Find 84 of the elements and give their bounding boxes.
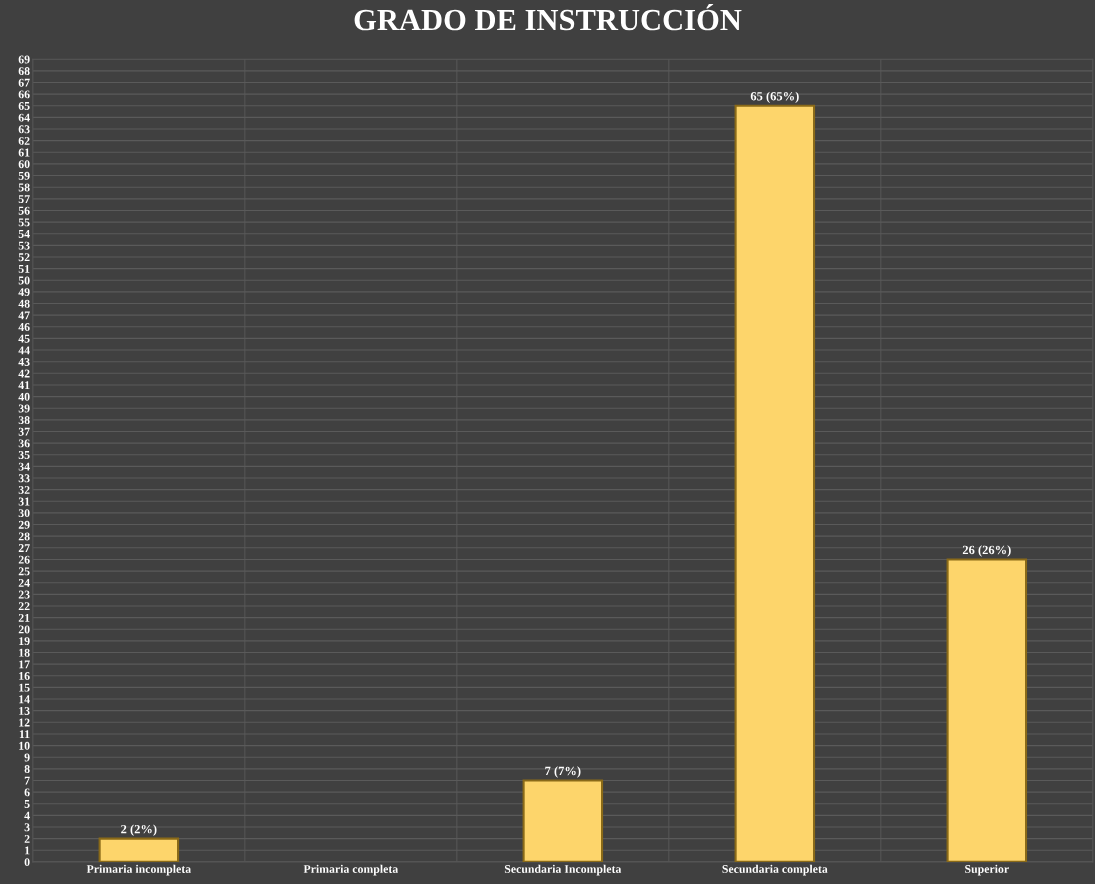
y-tick-label: 38	[18, 416, 30, 425]
y-tick-label: 10	[19, 741, 30, 750]
y-tick-label: 36	[18, 439, 30, 448]
y-tick-label: 24	[18, 578, 30, 587]
y-tick-label: 19	[19, 637, 30, 646]
x-tick-label: Primaria completa	[303, 864, 399, 876]
y-tick-label: 55	[18, 218, 30, 227]
y-tick-label: 12	[19, 718, 30, 727]
y-tick-label: 54	[18, 230, 30, 238]
y-tick-label: 16	[19, 672, 30, 680]
x-tick-label: Superior	[965, 864, 1009, 876]
y-tick-label: 6	[24, 788, 30, 797]
y-tick-label: 1	[25, 846, 30, 855]
y-tick-label: 13	[19, 706, 30, 715]
y-tick-label: 27	[18, 544, 30, 552]
y-tick-label: 22	[18, 602, 30, 611]
y-tick-label: 66	[18, 90, 30, 99]
x-tick-label: Secundaria Incompleta	[504, 864, 622, 876]
y-tick-label: 7	[24, 776, 30, 785]
y-tick-label: 8	[24, 765, 30, 774]
bar	[522, 779, 604, 862]
y-tick-label: 20	[18, 625, 30, 634]
bar	[946, 558, 1028, 862]
y-tick-label: 4	[24, 811, 30, 820]
y-tick-label: 14	[19, 695, 30, 704]
bar	[734, 104, 816, 862]
y-tick-label: 37	[18, 427, 30, 436]
data-label: 2 (2%)	[121, 824, 157, 836]
data-label: 26 (26%)	[962, 545, 1011, 557]
y-tick-label: 52	[18, 253, 30, 262]
y-tick-label: 51	[18, 264, 30, 273]
y-tick-label: 42	[18, 369, 30, 378]
y-tick-label: 69	[18, 55, 30, 64]
y-tick-label: 60	[18, 160, 30, 169]
y-tick-label: 62	[18, 136, 30, 145]
y-tick-label: 43	[18, 357, 30, 366]
x-tick-label: Secundaria completa	[722, 864, 828, 876]
y-tick-label: 17	[19, 660, 30, 669]
y-tick-label: 56	[18, 206, 30, 215]
y-tick-label: 9	[24, 753, 30, 762]
y-tick-label: 15	[19, 683, 30, 692]
y-tick-label: 41	[18, 381, 30, 390]
y-tick-label: 64	[18, 113, 30, 122]
data-label: 65 (65%)	[750, 91, 799, 103]
y-tick-label: 2	[24, 834, 30, 843]
y-tick-label: 30	[18, 509, 30, 518]
bar	[98, 837, 180, 862]
y-tick-label: 46	[18, 323, 30, 331]
y-tick-label: 18	[19, 648, 30, 657]
y-tick-label: 59	[18, 171, 30, 180]
data-label: 7 (7%)	[545, 766, 581, 778]
y-tick-label: 23	[18, 590, 30, 599]
y-tick-label: 65	[18, 102, 30, 110]
y-tick-label: 48	[18, 299, 30, 308]
y-tick-label: 50	[18, 276, 30, 285]
y-tick-label: 31	[18, 497, 30, 506]
y-tick-label: 63	[18, 125, 30, 134]
y-tick-label: 29	[18, 520, 30, 529]
y-tick-label: 47	[18, 311, 30, 320]
y-tick-label: 57	[18, 195, 30, 204]
y-tick-label: 21	[18, 613, 30, 622]
y-tick-label: 33	[18, 474, 30, 483]
y-tick-label: 44	[18, 346, 30, 355]
chart-title: GRADO DE INSTRUCCIÓN	[354, 3, 742, 31]
y-tick-label: 28	[18, 532, 30, 541]
y-tick-label: 26	[18, 555, 30, 564]
y-tick-label: 35	[18, 451, 30, 459]
x-tick-label: Primaria incompleta	[86, 864, 191, 876]
y-tick-label: 68	[18, 67, 30, 76]
y-tick-label: 49	[18, 288, 30, 297]
y-tick-label: 58	[18, 183, 30, 192]
y-tick-label: 32	[18, 485, 30, 494]
y-tick-label: 45	[18, 334, 30, 343]
y-tick-label: 61	[18, 148, 30, 157]
y-tick-label: 5	[24, 800, 30, 808]
y-tick-label: 53	[18, 241, 30, 250]
y-tick-label: 11	[19, 730, 30, 739]
y-tick-label: 25	[18, 567, 30, 576]
y-tick-label: 67	[18, 78, 30, 87]
y-tick-label: 3	[24, 823, 30, 832]
y-tick-label: 39	[18, 404, 30, 413]
y-tick-label: 34	[18, 462, 30, 471]
y-tick-label: 40	[18, 392, 30, 401]
y-tick-label: 0	[24, 858, 30, 867]
